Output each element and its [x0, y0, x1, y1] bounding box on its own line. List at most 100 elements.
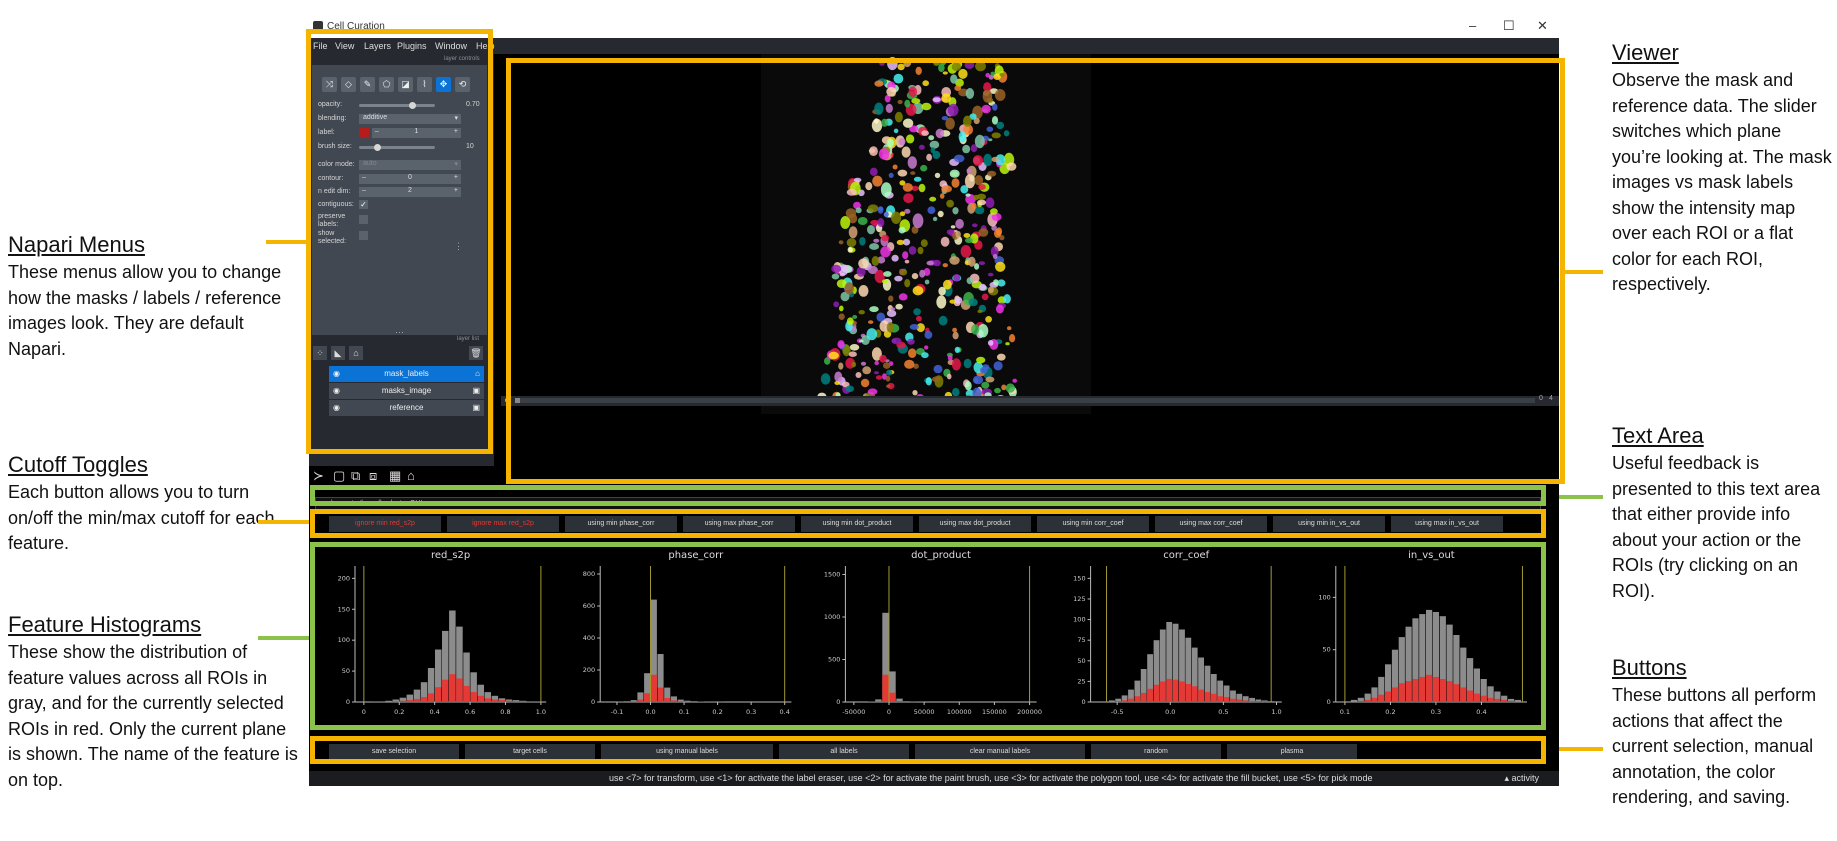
play-icon[interactable]: ▸ [505, 396, 509, 404]
eraser-icon[interactable]: ◇ [341, 77, 356, 92]
layer-name: mask_labels [384, 369, 428, 378]
new-labels-layer-icon[interactable]: ⌂ [349, 346, 363, 360]
brush-size-slider[interactable] [359, 146, 435, 149]
roi-mask [999, 235, 1004, 240]
histogram-in_vs_out: in_vs_out0.1 0.2 0.3 0.4050100 [1318, 550, 1527, 716]
dims-slider[interactable]: 0 ▸ 0 4 [501, 396, 1559, 406]
roi-mask [979, 284, 986, 291]
x-tick-label: 200000 [1017, 708, 1042, 716]
visibility-eye-icon[interactable]: ◉ [333, 383, 340, 399]
fill-icon[interactable]: ◪ [398, 77, 413, 92]
new-shapes-layer-icon[interactable]: ◣ [331, 346, 345, 360]
new-points-layer-icon[interactable]: ⁘ [313, 346, 327, 360]
viewer-canvas[interactable] [501, 54, 1559, 414]
contiguous-checkbox[interactable]: ✓ [359, 200, 368, 209]
save-selection-button[interactable]: save selection [329, 744, 459, 759]
label-color-swatch[interactable] [359, 128, 369, 138]
visibility-eye-icon[interactable]: ◉ [333, 400, 340, 416]
plasma-colormap-button[interactable]: plasma [1227, 744, 1357, 759]
toggle-min-dot-product[interactable]: using min dot_product [801, 516, 913, 532]
toggle-max-red-s2p[interactable]: ignore max red_s2p [447, 516, 559, 532]
menu-view[interactable]: View [335, 41, 354, 51]
roi-mask [965, 238, 973, 243]
label-spinbox[interactable]: – 1 + [372, 128, 461, 138]
transpose-icon[interactable]: ⧈ [369, 468, 377, 484]
roi-mask [1007, 326, 1011, 330]
annotation-text: Observe the mask and reference data. The… [1612, 68, 1834, 298]
histogram-bar-selected [1419, 677, 1425, 702]
dims-slider-track[interactable] [515, 398, 1535, 403]
toggle-max-in-vs-out[interactable]: using max in_vs_out [1391, 516, 1503, 532]
activity-button[interactable]: ▴ activity [1504, 773, 1539, 784]
visibility-eye-icon[interactable]: ◉ [333, 366, 340, 382]
plus-icon[interactable]: + [454, 128, 458, 135]
toggle-min-in-vs-out[interactable]: using min in_vs_out [1273, 516, 1385, 532]
toggle-min-corr-coef[interactable]: using min corr_coef [1037, 516, 1149, 532]
maximize-button[interactable]: ☐ [1503, 18, 1515, 34]
toggle-max-phase-corr[interactable]: using max phase_corr [683, 516, 795, 532]
all-labels-button[interactable]: all labels [779, 744, 909, 759]
random-colormap-button[interactable]: random [1091, 744, 1221, 759]
contour-spinbox[interactable]: – 0 + [359, 174, 461, 184]
roi-mask [993, 279, 999, 285]
shuffle-icon[interactable]: ⤨ [322, 77, 337, 92]
roi-mask [978, 310, 983, 313]
roi-mask [939, 316, 948, 326]
minimize-button[interactable]: – [1469, 18, 1476, 33]
histogram-bar-selected [1154, 685, 1160, 702]
brush-size-slider-thumb[interactable] [374, 144, 381, 151]
x-tick-label: 0.0 [1165, 708, 1175, 716]
minus-icon[interactable]: – [362, 187, 366, 194]
menu-layers[interactable]: Layers [364, 41, 391, 51]
ndisplay-icon[interactable]: ▢ [333, 468, 345, 484]
delete-layer-icon[interactable]: 🗑 [469, 346, 483, 360]
home-icon[interactable]: ⌂ [407, 468, 415, 483]
menu-file[interactable]: File [313, 41, 328, 51]
target-cells-button[interactable]: target cells [465, 744, 595, 759]
opacity-slider-thumb[interactable] [409, 102, 416, 109]
toggle-max-dot-product[interactable]: using max dot_product [919, 516, 1031, 532]
polygon-icon[interactable]: ⬠ [379, 77, 394, 92]
dock-handle-icon[interactable]: ⋯ [395, 327, 404, 338]
dims-slider-thumb[interactable] [515, 398, 520, 403]
roi-mask [847, 189, 857, 196]
minus-icon[interactable]: – [375, 128, 379, 135]
toggle-max-corr-coef[interactable]: using max corr_coef [1155, 516, 1267, 532]
color-mode-select[interactable]: auto ▾ [359, 160, 461, 170]
roi-mask-overlay[interactable] [501, 54, 1559, 414]
roi-mask [919, 184, 926, 193]
transform-icon[interactable]: ⟲ [455, 77, 470, 92]
preserve-labels-checkbox[interactable] [359, 215, 368, 224]
manual-labels-button[interactable]: using manual labels [601, 744, 773, 759]
n-edit-dim-spinbox[interactable]: – 2 + [359, 187, 461, 197]
histogram-bar-selected [1217, 696, 1223, 702]
plus-icon[interactable]: + [454, 187, 458, 194]
move-icon[interactable]: ✥ [436, 77, 451, 92]
picker-icon[interactable]: ⌇ [417, 77, 432, 92]
roi-mask [848, 247, 853, 253]
app-icon [313, 21, 323, 31]
roi-mask [838, 363, 843, 370]
layer-reference[interactable]: ◉ reference ▣ [329, 400, 484, 416]
histogram-panel: red_s2p0 0.2 0.4 0.6 0.8 1.0050100150200phase… [315, 544, 1541, 734]
menu-help[interactable]: Help [476, 41, 495, 51]
console-icon[interactable]: ≻ [313, 468, 324, 484]
menu-plugins[interactable]: Plugins [397, 41, 427, 51]
layer-masks-image[interactable]: ◉ masks_image ▣ [329, 383, 484, 399]
clear-manual-labels-button[interactable]: clear manual labels [915, 744, 1085, 759]
opacity-slider[interactable] [359, 104, 435, 107]
menu-window[interactable]: Window [435, 41, 467, 51]
plus-icon[interactable]: + [454, 174, 458, 181]
close-button[interactable]: ✕ [1537, 18, 1548, 34]
feedback-text-area[interactable]: welcome to the cell selector GUI [315, 497, 1541, 511]
layer-mask-labels[interactable]: ◉ mask_labels ⌂ [329, 366, 484, 382]
toggle-min-phase-corr[interactable]: using min phase_corr [565, 516, 677, 532]
blending-select[interactable]: additive ▾ [359, 114, 461, 124]
minus-icon[interactable]: – [362, 174, 366, 181]
grid-icon[interactable]: ▦ [389, 468, 401, 484]
splitter-handle-icon[interactable]: ⋮ [454, 241, 463, 252]
brush-icon[interactable]: ✎ [360, 77, 375, 92]
toggle-min-red-s2p[interactable]: ignore min red_s2p [329, 516, 441, 532]
roll-axes-icon[interactable]: ⧉ [351, 468, 360, 484]
show-selected-checkbox[interactable] [359, 231, 368, 240]
